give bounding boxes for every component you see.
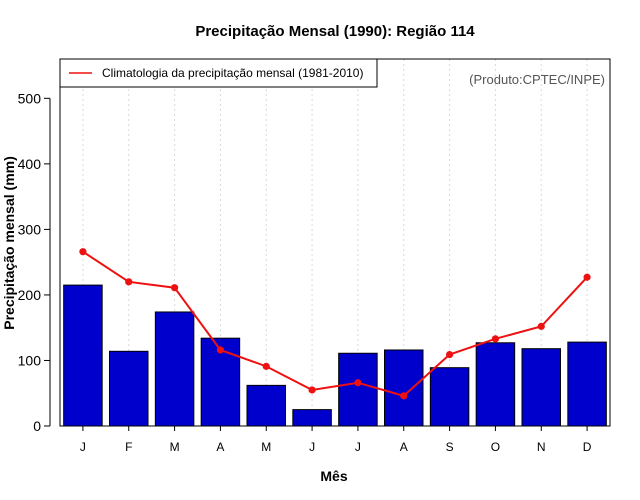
climatology-point-12 xyxy=(583,273,591,281)
y-axis: 0 100 200 300 400 500 xyxy=(18,90,51,434)
y-tick-label: 500 xyxy=(18,90,42,106)
climatology-series xyxy=(79,248,591,400)
climatology-point-4 xyxy=(216,346,225,354)
y-axis-label: Precipitação mensal (mm) xyxy=(1,156,17,330)
bar-series xyxy=(63,284,607,427)
bar-8 xyxy=(384,349,424,427)
y-tick-label: 400 xyxy=(18,156,42,172)
climatology-point-9 xyxy=(445,350,454,359)
climatology-point-6 xyxy=(308,386,316,394)
legend-entry-climatology: Climatologia da precipitação mensal (198… xyxy=(102,66,363,80)
x-axis-label: Mês xyxy=(320,468,347,484)
bar-10 xyxy=(475,342,516,427)
x-tick-label: A xyxy=(216,440,224,454)
chart-title: Precipitação Mensal (1990): Região 114 xyxy=(195,23,475,40)
y-tick-label: 100 xyxy=(18,352,42,368)
climatology-line xyxy=(82,250,588,397)
x-tick-label: S xyxy=(446,440,454,454)
bar-1 xyxy=(63,284,103,427)
bar-12 xyxy=(567,341,607,427)
x-tick-label: M xyxy=(170,440,180,454)
x-tick-label: D xyxy=(583,440,592,454)
x-tick-label: M xyxy=(261,440,271,454)
bar-3 xyxy=(154,311,195,427)
y-tick-label: 200 xyxy=(18,287,42,303)
legend: Climatologia da precipitação mensal (198… xyxy=(59,58,378,88)
x-tick-label: F xyxy=(125,440,132,454)
climatology-point-2 xyxy=(125,278,133,286)
y-tick-label: 300 xyxy=(18,221,42,237)
x-tick-label: J xyxy=(309,440,315,454)
credit-annotation: (Produto:CPTEC/INPE) xyxy=(469,72,605,87)
x-tick-label: N xyxy=(537,440,546,454)
climatology-point-3 xyxy=(170,284,179,292)
climatology-point-7 xyxy=(354,379,362,387)
climatology-point-5 xyxy=(262,362,270,370)
x-tick-label: A xyxy=(400,440,408,454)
x-tick-label: J xyxy=(355,440,361,454)
legend-box xyxy=(59,58,378,88)
x-tick-label: O xyxy=(491,440,500,454)
bar-2 xyxy=(109,350,149,427)
climatology-point-1 xyxy=(79,248,87,256)
bar-5 xyxy=(246,384,286,427)
bar-6 xyxy=(292,409,332,427)
x-tick-label: J xyxy=(80,440,86,454)
bar-11 xyxy=(521,348,561,427)
climatology-point-8 xyxy=(400,392,408,400)
bar-9 xyxy=(429,367,470,427)
bar-7 xyxy=(338,352,378,427)
y-tick-label: 0 xyxy=(33,418,41,434)
climatology-point-10 xyxy=(491,335,500,343)
climatology-point-11 xyxy=(537,322,545,330)
